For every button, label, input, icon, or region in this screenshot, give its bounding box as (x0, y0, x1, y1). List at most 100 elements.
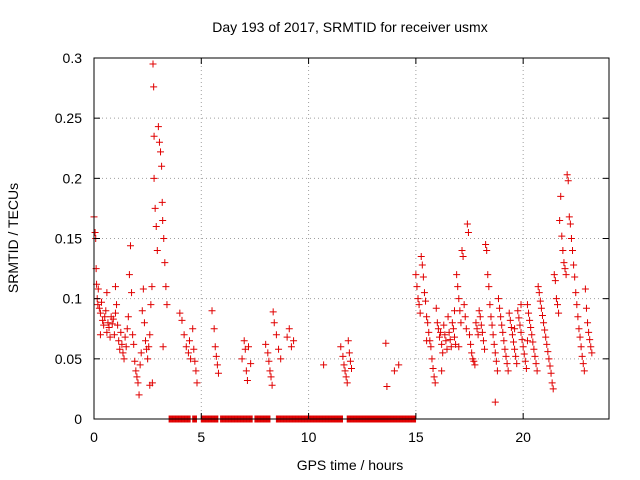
data-point (285, 325, 293, 333)
data-point (243, 376, 251, 384)
data-point (339, 352, 347, 360)
data-point (96, 309, 104, 317)
data-point (272, 331, 280, 339)
data-point (152, 222, 160, 230)
data-point (422, 297, 430, 305)
data-point (461, 313, 469, 321)
data-point (508, 331, 516, 339)
data-point (118, 340, 126, 348)
data-point (569, 247, 577, 255)
data-point (530, 345, 538, 353)
data-point (440, 321, 448, 329)
data-point (458, 247, 466, 255)
data-point (478, 328, 486, 336)
data-point (577, 343, 585, 351)
data-point (551, 277, 559, 285)
data-point (532, 360, 540, 368)
data-point (124, 313, 132, 321)
data-point (113, 301, 121, 309)
data-point (264, 349, 272, 357)
data-point (114, 321, 122, 329)
data-point (507, 324, 515, 332)
data-point (116, 345, 124, 353)
data-point (588, 349, 596, 357)
data-point (161, 259, 169, 267)
data-point (564, 177, 572, 185)
data-point (267, 373, 275, 381)
data-point (131, 357, 139, 365)
data-point (457, 319, 465, 327)
data-point (126, 242, 134, 250)
data-point (459, 253, 467, 261)
data-point (559, 247, 567, 255)
data-point (451, 307, 458, 315)
data-point (96, 331, 104, 339)
data-point (523, 301, 531, 309)
data-point (94, 301, 102, 309)
data-point (571, 273, 579, 281)
data-point (506, 316, 514, 324)
data-point (190, 345, 198, 353)
data-point (176, 309, 184, 317)
data-point (451, 333, 458, 341)
data-point (120, 355, 128, 363)
data-point (525, 309, 533, 317)
data-point (518, 336, 526, 344)
data-point (473, 325, 481, 333)
data-point (499, 328, 507, 336)
data-point (531, 352, 539, 360)
chart-title: Day 193 of 2017, SRMTID for receiver usm… (212, 19, 487, 35)
data-point (337, 343, 345, 351)
x-axis-label: GPS time / hours (297, 457, 404, 473)
data-point (136, 361, 144, 369)
data-point (160, 235, 168, 242)
data-point (103, 328, 111, 336)
data-point (484, 271, 492, 279)
data-point (262, 340, 270, 348)
data-point (515, 314, 523, 322)
y-tick-label: 0.1 (63, 291, 83, 307)
data-point (154, 123, 162, 131)
data-point (123, 325, 131, 333)
data-point (455, 295, 463, 303)
data-point (129, 331, 137, 339)
data-point (212, 352, 220, 360)
x-tick-label: 20 (515, 429, 531, 445)
data-point (142, 337, 149, 345)
y-tick-label: 0.2 (63, 170, 83, 186)
data-point (132, 367, 140, 375)
data-point (95, 304, 103, 312)
data-point (103, 289, 111, 297)
data-point (546, 362, 554, 370)
data-point (208, 307, 216, 315)
data-point (412, 271, 420, 279)
data-point (554, 301, 561, 309)
data-point (464, 228, 472, 236)
data-point (443, 345, 451, 353)
data-point (544, 348, 552, 356)
data-point (517, 301, 525, 309)
data-point (519, 343, 527, 351)
data-point (522, 364, 530, 372)
data-point (238, 355, 246, 363)
data-point (438, 367, 446, 375)
data-point (567, 235, 575, 242)
data-point (439, 349, 447, 357)
data-point (125, 271, 133, 279)
data-point (516, 321, 524, 329)
data-point (346, 357, 354, 365)
data-point (119, 349, 127, 357)
data-point (555, 309, 563, 317)
data-point (145, 343, 153, 351)
data-point (191, 357, 199, 365)
data-point (511, 345, 519, 353)
y-tick-label: 0.3 (63, 50, 83, 66)
data-point (187, 355, 195, 363)
data-point (563, 171, 571, 179)
data-point (434, 325, 442, 333)
data-point (214, 369, 222, 377)
data-point (417, 253, 425, 261)
data-point (454, 283, 462, 291)
data-point (266, 367, 274, 375)
